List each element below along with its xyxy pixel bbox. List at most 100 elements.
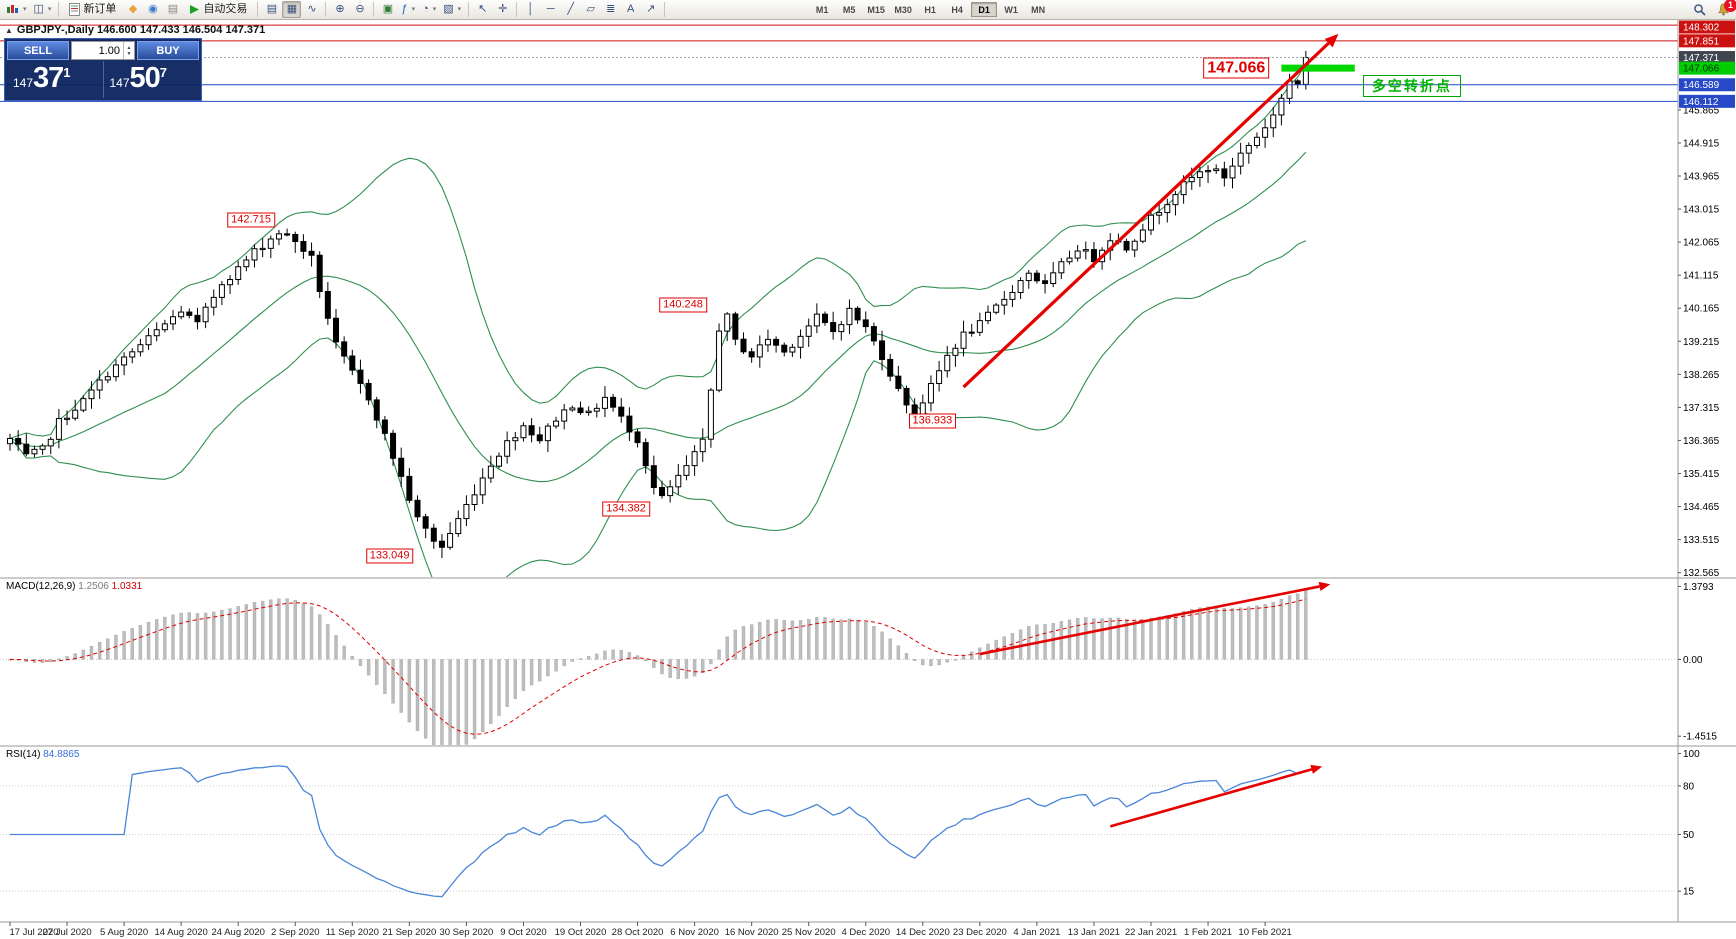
main-panel [9,63,1307,577]
svg-text:136.365: 136.365 [1683,436,1720,447]
toolbar-separator [664,2,666,17]
turning-point-note[interactable]: 多空转折点 [1362,75,1461,98]
market-button[interactable]: ◆ [123,1,142,18]
timeframe-w1[interactable]: W1 [998,2,1024,17]
svg-text:141.115: 141.115 [1683,271,1719,282]
macd-value: 1.2506 [78,581,109,592]
svg-text:139.215: 139.215 [1683,337,1720,348]
indicators-button[interactable]: ƒ ▾ [398,1,418,18]
timeframe-m15[interactable]: M15 [863,2,889,17]
price-callout[interactable]: 134.382 [602,501,650,517]
svg-text:19 Oct 2020: 19 Oct 2020 [555,927,607,938]
trendline-tool-button[interactable]: ╱ [561,1,580,18]
toolbar-separator [516,2,518,17]
zoom-out-button[interactable]: ⊖ [350,1,369,18]
search-button[interactable] [1690,1,1709,18]
price-callout[interactable]: 140.248 [659,297,707,313]
candlestick-chart-icon: ▦ [286,3,298,15]
one-click-trading-panel[interactable]: SELL 1.00 ▲ ▼ BUY 147371 147507 [4,38,202,101]
sell-button[interactable]: SELL [7,41,69,60]
cursor-icon: ↖ [478,3,488,15]
timeframe-d1[interactable]: D1 [971,2,998,17]
price-callout[interactable]: 142.715 [227,212,275,228]
crosshair-icon: ✛ [498,3,508,15]
crosshair-button[interactable]: ✛ [493,1,512,18]
svg-text:133.515: 133.515 [1683,535,1720,546]
zoom-out-icon: ⊖ [355,3,365,15]
svg-text:5 Aug 2020: 5 Aug 2020 [100,927,148,938]
svg-text:100: 100 [1683,749,1700,760]
periods-icon: ◔ [422,3,429,15]
fibonacci-tool-button[interactable]: ≣ [601,1,620,18]
channel-tool-button[interactable]: ▱ [581,1,600,18]
svg-text:17 Jul 2020: 17 Jul 2020 [9,927,58,938]
buy-button[interactable]: BUY [137,41,199,60]
timeframe-h1[interactable]: H1 [917,2,943,17]
autotrade-button[interactable]: 自动交易 [183,1,253,18]
text-tool-button[interactable]: A [621,1,640,18]
periods-button[interactable]: ◔ ▾ [419,1,439,18]
svg-text:147.066: 147.066 [1683,64,1720,75]
svg-text:27 Jul 2020: 27 Jul 2020 [42,927,91,938]
calendar-button[interactable]: ▤ [163,1,182,18]
profiles-icon: ◫ [33,3,44,15]
notifications-button[interactable]: 1 [1713,0,1736,18]
profiles-button[interactable]: ◫ ▾ [31,1,55,18]
timeframe-mn[interactable]: MN [1025,2,1051,17]
candlestick-chart-button[interactable]: ▦ [282,1,302,18]
svg-text:15: 15 [1683,887,1695,898]
zoom-in-button[interactable]: ⊕ [330,1,349,18]
signals-button[interactable]: ◉ [143,1,162,18]
timeframe-m30[interactable]: M30 [890,2,916,17]
price-axis: 145.865 144.915 143.965 143.015 142.065 141.1… [1678,20,1735,898]
rsi-indicator-label: RSI(14) 84.8865 [6,749,80,760]
volume-spinner[interactable]: ▲ ▼ [123,42,134,59]
svg-text:16 Nov 2020: 16 Nov 2020 [725,927,779,938]
svg-text:22 Jan 2021: 22 Jan 2021 [1125,927,1177,938]
sell-price[interactable]: 147371 [7,61,103,98]
svg-text:0.00: 0.00 [1683,655,1703,666]
hline-tool-button[interactable]: ─ [541,1,560,18]
timeframe-m1[interactable]: M1 [809,2,835,17]
templates-button[interactable]: ▧ ▾ [440,1,464,18]
tile-windows-button[interactable]: ▣ [378,1,397,18]
chart-title: ▲ GBPJPY-,Daily 146.600 147.433 146.504 … [5,24,265,36]
svg-text:147.371: 147.371 [1683,53,1720,64]
volume-up-icon[interactable]: ▲ [126,44,132,51]
collapse-chart-icon[interactable]: ▲ [5,25,13,35]
hline-icon: ─ [546,3,555,15]
svg-text:6 Nov 2020: 6 Nov 2020 [670,927,719,938]
line-chart-button[interactable]: ∿ [302,1,321,18]
price-callout[interactable]: 133.049 [365,548,414,564]
new-order-button[interactable]: 新订单 [63,1,122,18]
timeframe-h4[interactable]: H4 [944,2,970,17]
market-icon: ◆ [128,3,138,15]
sell-price-main: 147 [13,76,34,90]
volume-down-icon[interactable]: ▼ [126,50,132,57]
arrows-tool-icon: ↗ [646,3,656,15]
new-chart-button[interactable]: ▾ [3,1,30,18]
price-callout[interactable]: 136.933 [908,413,957,429]
vline-tool-button[interactable]: │ [521,1,540,18]
zoom-in-icon: ⊕ [335,3,345,15]
volume-stepper[interactable]: 1.00 ▲ ▼ [71,41,135,60]
timeframe-m5[interactable]: M5 [836,2,862,17]
svg-text:138.265: 138.265 [1683,370,1720,381]
buy-price[interactable]: 147507 [104,61,200,98]
bar-chart-button[interactable]: ▤ [262,1,281,18]
svg-text:25 Nov 2020: 25 Nov 2020 [782,927,836,938]
svg-text:2 Sep 2020: 2 Sep 2020 [271,927,320,938]
text-tool-icon: A [627,3,635,15]
chevron-down-icon: ▾ [47,6,52,13]
symbol-ohlc-text: GBPJPY-,Daily 146.600 147.433 146.504 14… [16,24,266,36]
rsi-value: 84.8865 [43,749,80,760]
channel-icon: ▱ [586,3,595,15]
arrows-tool-button[interactable]: ↗ [641,1,660,18]
volume-value[interactable]: 1.00 [98,44,120,57]
svg-text:21 Sep 2020: 21 Sep 2020 [382,927,436,938]
cursor-button[interactable]: ↖ [473,1,492,18]
price-callout[interactable]: 147.066 [1203,57,1270,79]
svg-text:4 Dec 2020: 4 Dec 2020 [841,927,890,938]
